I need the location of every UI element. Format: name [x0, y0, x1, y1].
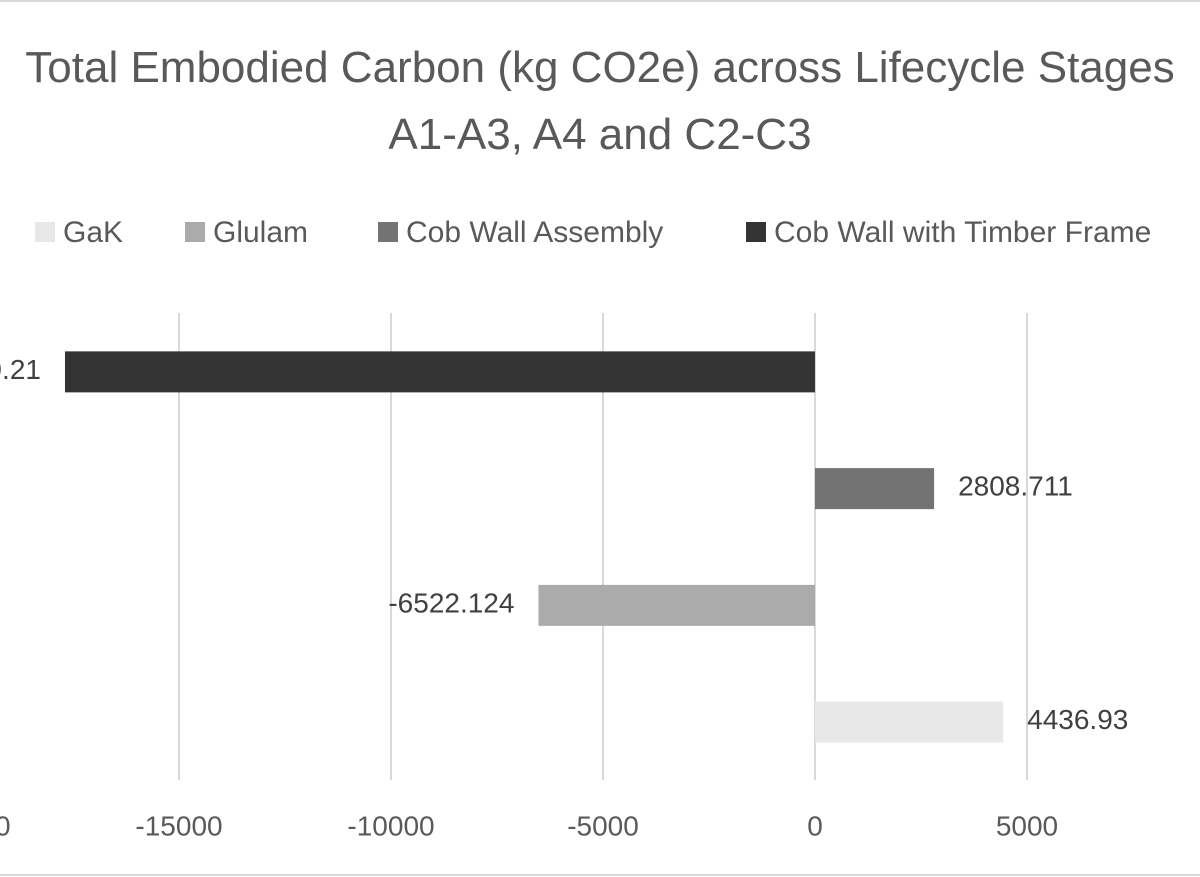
legend-swatch: [746, 222, 766, 242]
data-label: 4436.93: [1027, 704, 1128, 735]
legend-label: GaK: [63, 216, 123, 249]
bar: [815, 701, 1004, 743]
bar: [64, 351, 816, 393]
bar: [538, 584, 815, 626]
legend-label: Cob Wall Assembly: [406, 216, 663, 249]
legend-swatch: [185, 222, 205, 242]
bar: [815, 468, 935, 510]
legend-label: Glulam: [213, 216, 308, 249]
x-tick-label: 0: [807, 810, 823, 841]
data-label: 2808.711: [958, 471, 1073, 502]
x-tick-label: -15000: [135, 810, 222, 841]
x-tick-label: -20000: [0, 810, 11, 841]
legend-label: Cob Wall with Timber Frame: [774, 216, 1151, 249]
x-tick-label: 5000: [996, 810, 1058, 841]
data-label: -17689.21: [0, 354, 41, 385]
chart-title: Total Embodied Carbon (kg CO2e) across L…: [25, 43, 1175, 159]
x-tick-label: -5000: [567, 810, 639, 841]
data-label: -6522.124: [388, 587, 514, 618]
x-tick-label: -10000: [347, 810, 434, 841]
legend-swatch: [378, 222, 398, 242]
legend-swatch: [35, 222, 55, 242]
